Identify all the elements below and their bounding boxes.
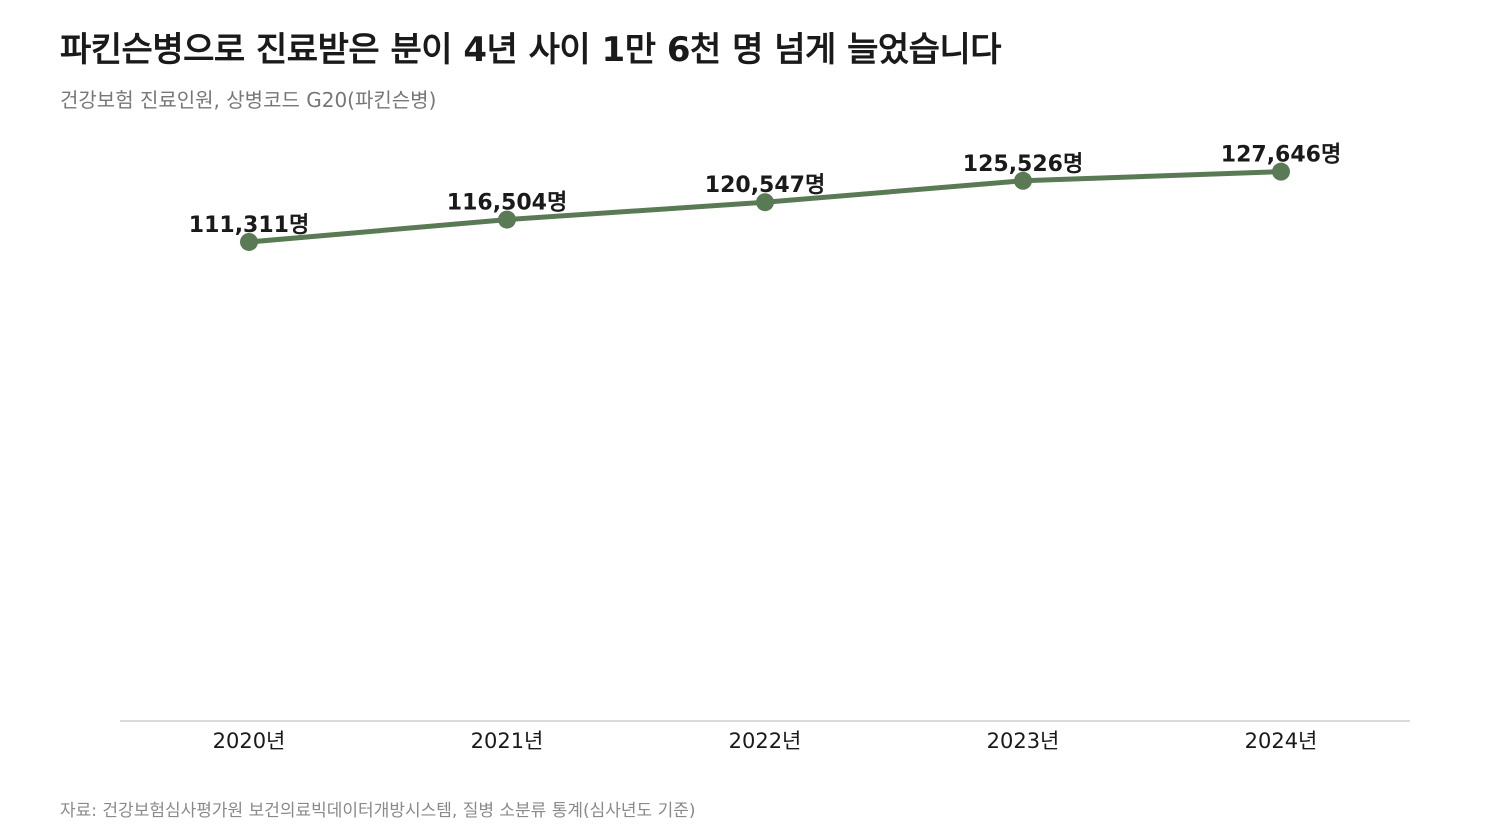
data-label-5: 127,646명 <box>1221 143 1341 168</box>
data-point-4 <box>1014 171 1032 190</box>
chart-title: 파킨슨병으로 진료받은 분이 4년 사이 1만 6천 명 넘게 늘었습니다 <box>60 30 1002 70</box>
data-label-4: 125,526명 <box>963 152 1083 177</box>
x-tick-label-4: 2023년 <box>987 729 1060 753</box>
data-points <box>240 162 1290 251</box>
data-labels: 111,311명 116,504명 120,547명 125,526명 127,646명 <box>189 143 1341 238</box>
x-tick-label-2: 2021년 <box>471 729 544 753</box>
chart-subtitle: 건강보험 진료인원, 상병코드 G20(파킨슨병) <box>60 88 437 112</box>
x-tick-label-5: 2024년 <box>1245 729 1318 753</box>
x-tick-label-1: 2020년 <box>213 729 286 753</box>
x-tick-labels: 2020년 2021년 2022년 2023년 2024년 <box>213 729 1318 753</box>
data-label-1: 111,311명 <box>189 213 309 238</box>
x-tick-label-3: 2022년 <box>729 729 802 753</box>
data-label-2: 116,504명 <box>447 191 567 216</box>
data-point-2 <box>498 210 516 229</box>
data-label-3: 120,547명 <box>705 173 825 198</box>
source-note: 자료: 건강보험심사평가원 보건의료빅데이터개방시스템, 질병 소분류 통계(심… <box>60 801 696 821</box>
data-point-1 <box>240 232 258 251</box>
data-point-3 <box>756 193 774 212</box>
data-point-5 <box>1272 162 1290 181</box>
